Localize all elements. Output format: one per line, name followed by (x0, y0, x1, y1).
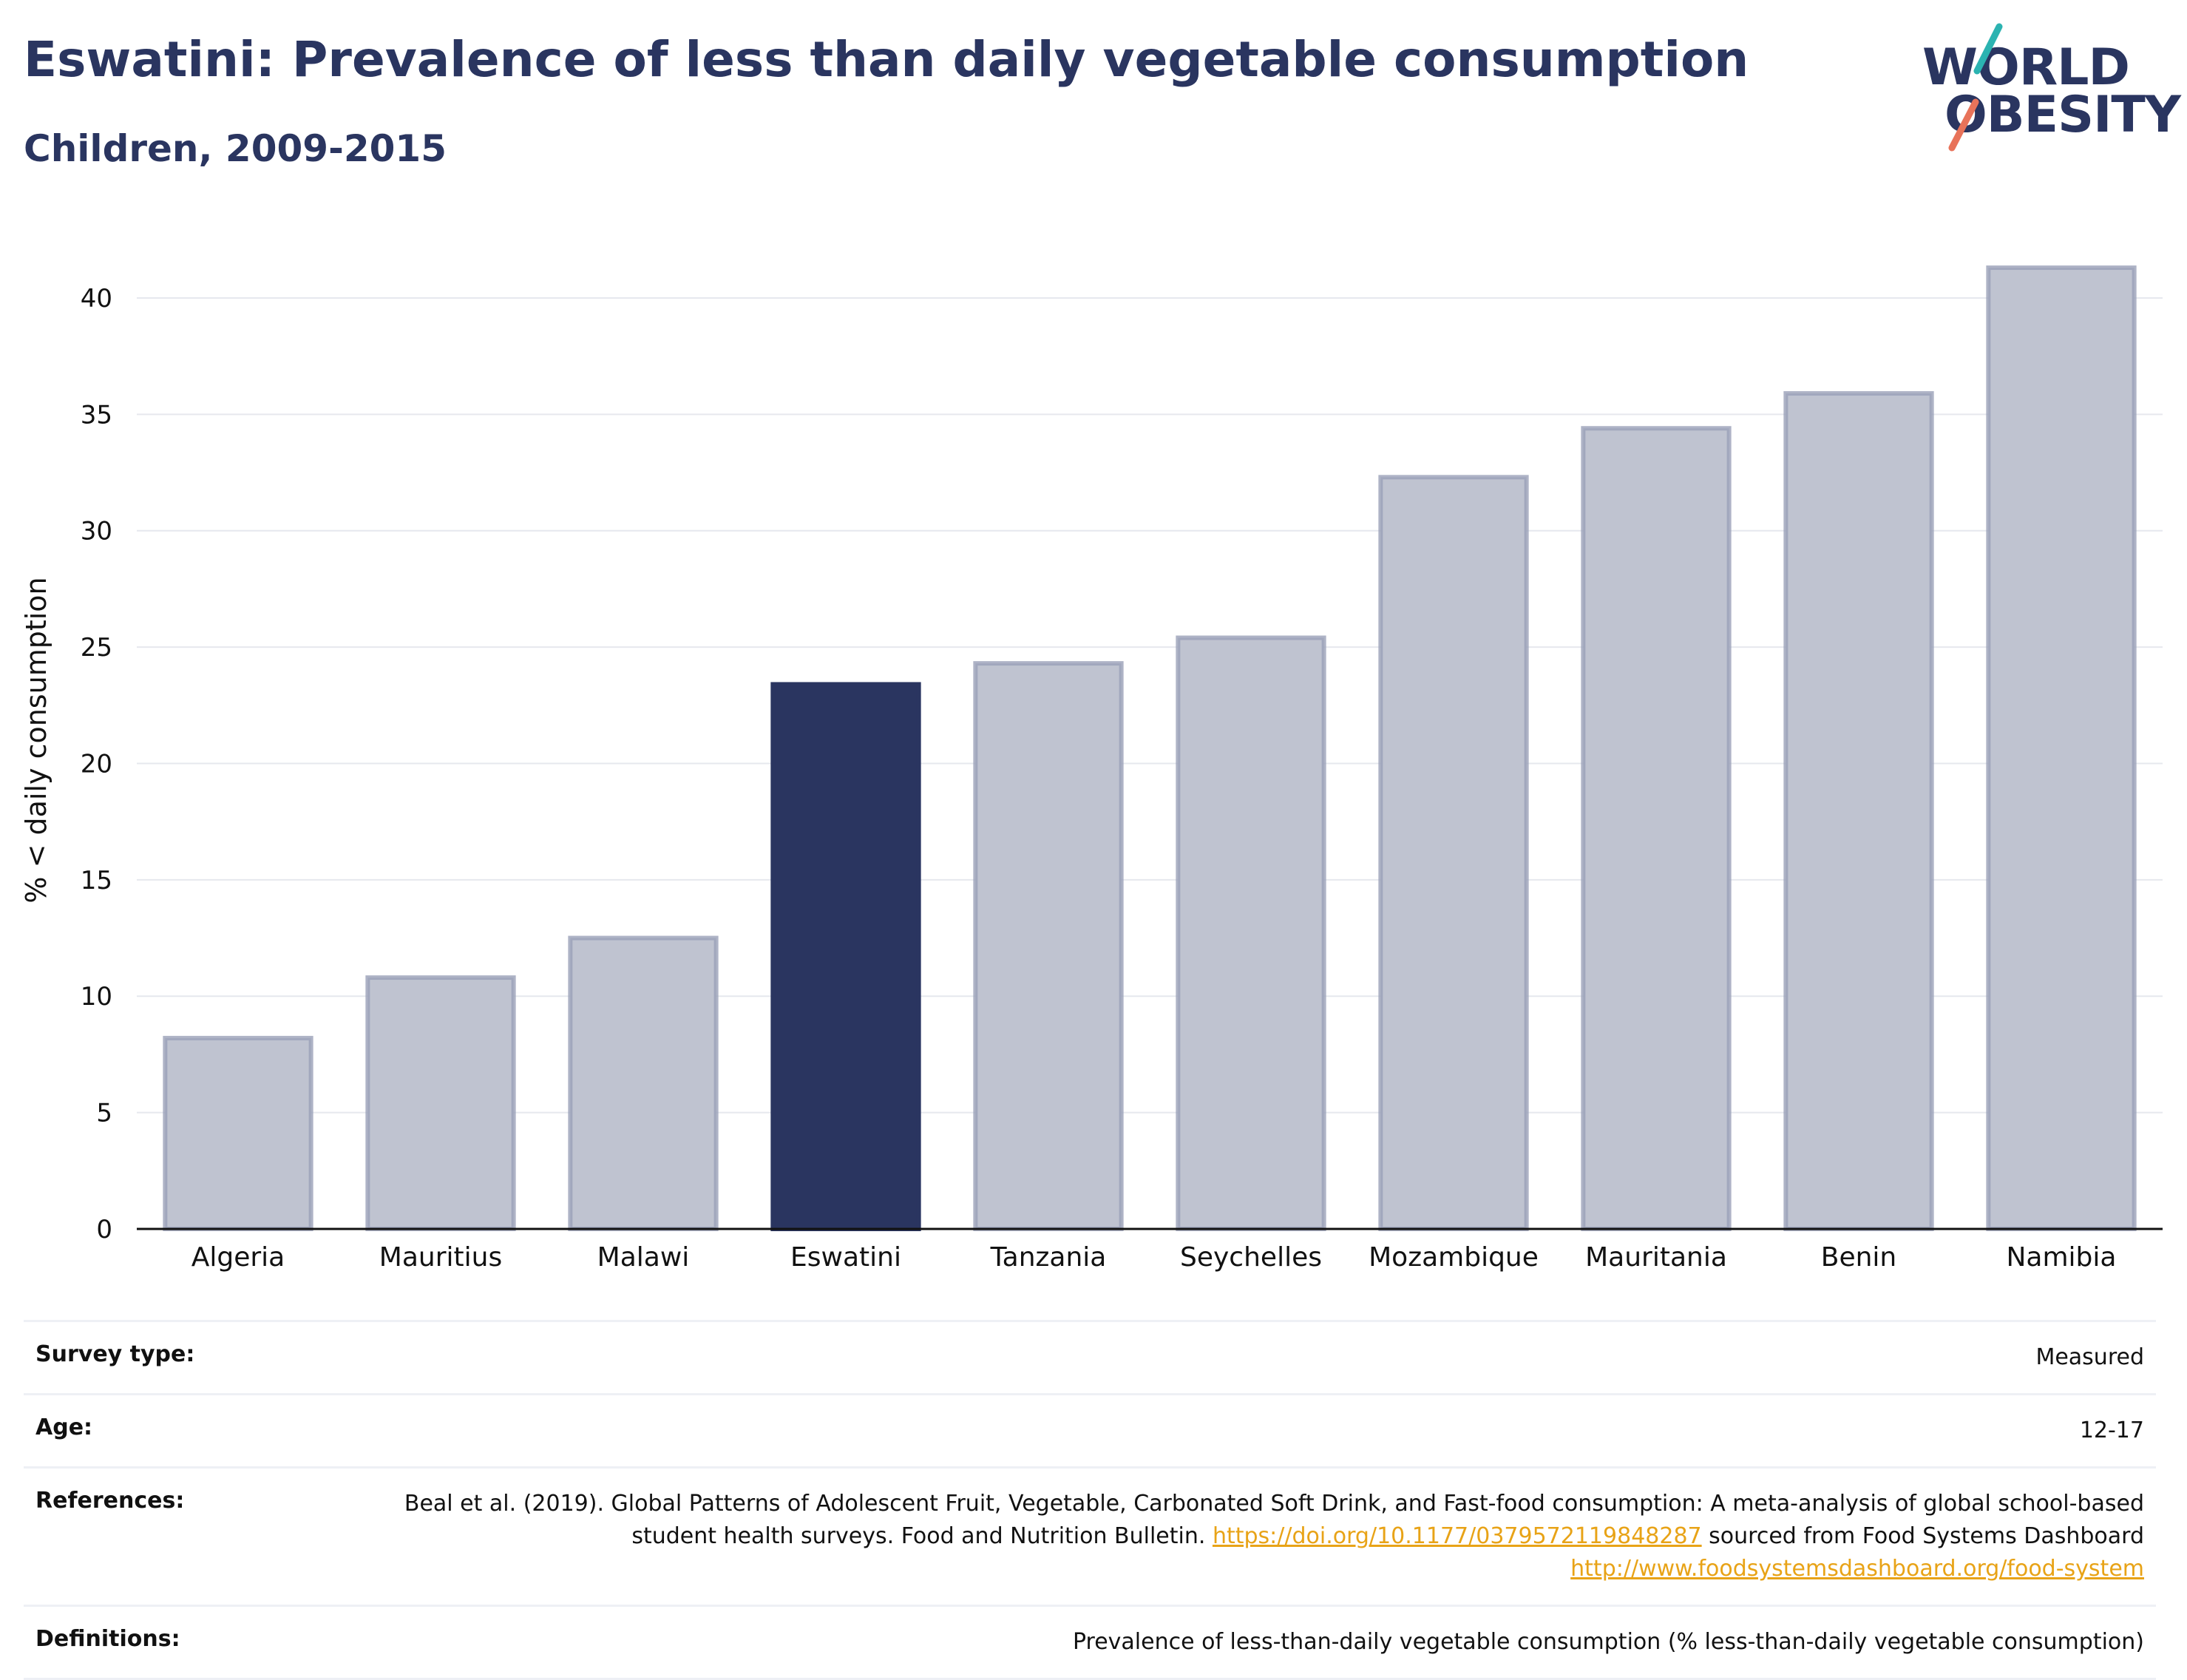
age-value: 12-17 (2079, 1418, 2144, 1443)
x-tick-label: Tanzania (990, 1242, 1107, 1272)
bar-eswatini (770, 682, 921, 1231)
bars (163, 265, 2137, 1232)
y-tick-label: 20 (81, 749, 112, 779)
y-axis-ticks: 0 5 10 15 20 25 30 35 40 (81, 284, 112, 1244)
definitions-row: Definitions: Prevalence of less-than-dai… (24, 1605, 2156, 1680)
y-tick-label: 40 (81, 284, 112, 314)
x-axis-ticks: Algeria Mauritius Malawi Eswatini Tanzania Se… (191, 1242, 2117, 1272)
age-row: Age: 12-17 (24, 1393, 2156, 1466)
x-tick-label: Mozambique (1369, 1242, 1539, 1272)
references-text: Beal et al. (2019). Global Patterns of A… (404, 1491, 2144, 1549)
details-table: Survey type: Measured Age: 12-17 Referen… (24, 1320, 2156, 1680)
world-obesity-logo: WORLD OBESITY (1922, 22, 2181, 155)
y-tick-label: 30 (81, 517, 112, 546)
logo-word-obesity: OBESITY (1944, 86, 2181, 144)
bar-namibia (1986, 265, 2137, 1232)
age-label: Age: (35, 1415, 93, 1440)
x-tick-label: Eswatini (790, 1242, 901, 1272)
bar-benin (1783, 391, 1934, 1231)
logo-slash-icon (1948, 23, 2003, 152)
survey-type-row: Survey type: Measured (24, 1320, 2156, 1393)
y-axis-title: % < daily consumption (20, 577, 52, 903)
x-tick-label: Seychelles (1180, 1242, 1322, 1272)
bar-seychelles (1176, 635, 1326, 1231)
y-tick-label: 0 (96, 1215, 112, 1244)
x-tick-label: Malawi (597, 1242, 690, 1272)
y-tick-label: 25 (81, 633, 112, 663)
food-systems-link[interactable]: http://www.foodsystemsdashboard.org/food… (1570, 1556, 2144, 1582)
y-tick-label: 10 (81, 982, 112, 1012)
x-tick-label: Namibia (2007, 1242, 2117, 1272)
bar-malawi (568, 935, 719, 1231)
x-tick-label: Benin (1821, 1242, 1896, 1272)
survey-type-label: Survey type: (35, 1341, 195, 1367)
references-source-text: sourced from Food Systems Dashboard (1709, 1523, 2144, 1549)
y-tick-label: 5 (96, 1099, 112, 1128)
doi-link[interactable]: https://doi.org/10.1177/0379572119848287 (1212, 1523, 1702, 1549)
survey-type-value: Measured (2035, 1344, 2144, 1370)
x-tick-label: Mauritius (379, 1242, 502, 1272)
bar-chart: 0 5 10 15 20 25 30 35 40 Algeria Mauritius Malawi E… (20, 265, 2163, 1272)
y-tick-label: 35 (81, 400, 112, 430)
definitions-label: Definitions: (35, 1626, 180, 1652)
bar-mauritius (365, 975, 516, 1231)
x-tick-label: Mauritania (1585, 1242, 1727, 1272)
definitions-value: Prevalence of less-than-daily vegetable … (1072, 1629, 2144, 1655)
x-tick-label: Algeria (191, 1242, 285, 1272)
references-value: Beal et al. (2019). Global Patterns of A… (399, 1488, 2144, 1585)
references-row: References: Beal et al. (2019). Global P… (24, 1466, 2156, 1605)
logo-word-world: WORLD (1922, 38, 2130, 97)
references-label: References: (35, 1488, 185, 1514)
bar-mozambique (1378, 475, 1529, 1232)
bar-algeria (163, 1035, 313, 1232)
chart-subtitle: Children, 2009-2015 (24, 127, 447, 170)
bar-mauritania (1581, 426, 1732, 1232)
chart-title: Eswatini: Prevalence of less than daily … (24, 31, 1749, 88)
bar-tanzania (973, 661, 1124, 1231)
y-tick-label: 15 (81, 866, 112, 895)
